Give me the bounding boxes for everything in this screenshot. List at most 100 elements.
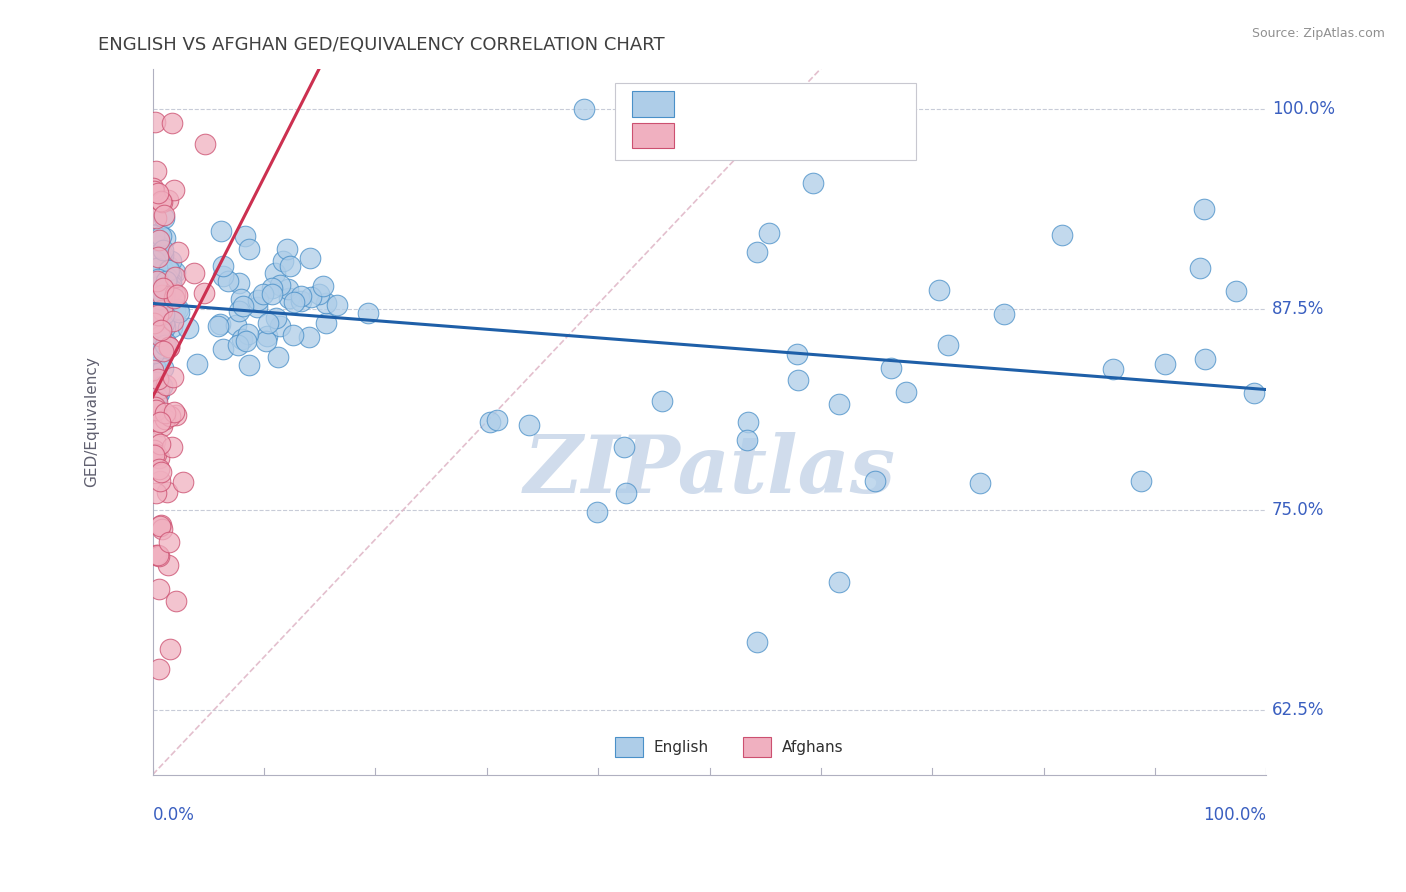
Point: [153, 307, 176, 321]
Point: [152, 270, 174, 285]
Point: [146, 248, 169, 262]
Point: [148, 582, 170, 596]
Point: [148, 271, 170, 285]
Point: [142, 180, 165, 194]
Point: [150, 522, 173, 536]
Point: [315, 296, 337, 310]
Point: [276, 242, 298, 256]
Point: [232, 299, 254, 313]
Point: [145, 446, 167, 460]
Point: [153, 291, 176, 305]
Point: [828, 397, 851, 411]
FancyBboxPatch shape: [614, 83, 915, 161]
Text: ZIPatlas: ZIPatlas: [523, 433, 896, 509]
Point: [145, 315, 167, 329]
Point: [747, 244, 769, 259]
Point: [277, 291, 299, 305]
Point: [257, 317, 280, 331]
Point: [152, 320, 174, 334]
Point: [231, 332, 253, 346]
Point: [228, 304, 250, 318]
Point: [150, 326, 173, 341]
Point: [148, 374, 170, 388]
Point: [225, 318, 247, 332]
Point: [142, 227, 165, 242]
Point: [155, 274, 177, 288]
Point: [150, 419, 173, 434]
Point: [936, 337, 959, 351]
Point: [146, 186, 169, 200]
Point: [172, 475, 194, 490]
Point: [150, 311, 173, 326]
Point: [145, 306, 167, 320]
Point: [146, 250, 169, 264]
Point: [1154, 357, 1177, 371]
Point: [1101, 361, 1123, 376]
Point: [246, 300, 269, 314]
Point: [142, 363, 165, 377]
Point: [148, 226, 170, 240]
Point: [264, 266, 287, 280]
Point: [1225, 284, 1247, 298]
Point: [152, 288, 174, 302]
Text: GED/Equivalency: GED/Equivalency: [84, 356, 98, 487]
Point: [737, 416, 759, 430]
Point: [801, 176, 824, 190]
Point: [299, 290, 322, 304]
Point: [153, 310, 176, 325]
Point: [145, 485, 167, 500]
Point: [143, 360, 166, 375]
Point: [1194, 352, 1216, 367]
Point: [247, 293, 270, 308]
Point: [183, 266, 205, 280]
Text: N = 74: N = 74: [793, 127, 851, 145]
Text: 100.0%: 100.0%: [1204, 806, 1267, 824]
Point: [572, 102, 595, 116]
Point: [519, 418, 541, 433]
Point: [233, 229, 256, 244]
Text: Source: ZipAtlas.com: Source: ZipAtlas.com: [1251, 27, 1385, 40]
Point: [357, 306, 380, 320]
Point: [145, 548, 167, 562]
Point: [865, 474, 887, 488]
Point: [156, 558, 179, 573]
Point: [160, 116, 183, 130]
Text: Afghans: Afghans: [782, 739, 844, 755]
Point: [143, 301, 166, 316]
Point: [148, 437, 170, 451]
Point: [146, 272, 169, 286]
Point: [152, 247, 174, 261]
Point: [142, 290, 165, 304]
Point: [148, 662, 170, 676]
Point: [150, 323, 173, 337]
Point: [143, 384, 166, 398]
Point: [238, 359, 260, 373]
Point: [149, 519, 172, 533]
Point: [157, 260, 180, 274]
Point: [162, 291, 184, 305]
Point: [167, 245, 190, 260]
Point: [165, 286, 187, 301]
Point: [156, 485, 179, 500]
Point: [236, 326, 259, 341]
Point: [150, 195, 173, 210]
Point: [159, 268, 181, 282]
Point: [145, 211, 167, 226]
Point: [150, 314, 173, 328]
Point: [143, 115, 166, 129]
Point: [153, 211, 176, 225]
Point: [163, 183, 186, 197]
Point: [150, 319, 173, 334]
Point: [163, 270, 186, 285]
Point: [159, 253, 181, 268]
Point: [149, 292, 172, 306]
Point: [880, 360, 903, 375]
Point: [167, 305, 190, 319]
Point: [153, 316, 176, 330]
Point: [264, 310, 287, 325]
Point: [326, 298, 349, 312]
Point: [269, 277, 291, 292]
Point: [146, 274, 169, 288]
Point: [166, 287, 188, 301]
Point: [614, 486, 637, 500]
